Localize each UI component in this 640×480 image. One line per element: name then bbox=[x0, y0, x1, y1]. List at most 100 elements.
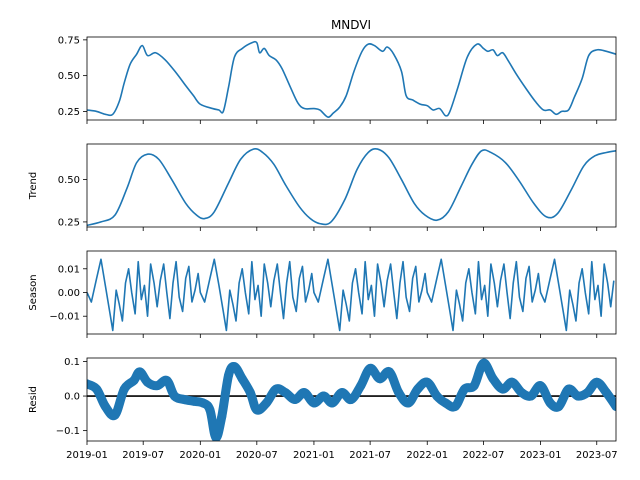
resid-point bbox=[488, 374, 498, 384]
xtick-label: 2022-07 bbox=[463, 450, 505, 461]
resid-point bbox=[110, 410, 120, 420]
resid-ytick-label: 0.1 bbox=[64, 357, 80, 368]
observed-ytick-label: 0.25 bbox=[58, 107, 80, 118]
resid-point bbox=[280, 388, 290, 398]
resid-point bbox=[309, 398, 319, 408]
trend-ytick-label: 0.50 bbox=[58, 175, 80, 186]
resid-point bbox=[135, 367, 145, 377]
season-ytick-label: 0.00 bbox=[58, 288, 80, 299]
resid-point bbox=[143, 377, 153, 387]
resid-point bbox=[179, 395, 189, 404]
resid-point bbox=[432, 391, 442, 401]
chart-title: MNDVI bbox=[331, 18, 371, 32]
resid-point bbox=[299, 388, 309, 398]
resid-point bbox=[498, 384, 508, 394]
season-line bbox=[87, 258, 615, 332]
trend-line bbox=[87, 147, 616, 227]
resid-point bbox=[211, 433, 221, 441]
observed-ytick-label: 0.50 bbox=[58, 71, 80, 82]
resid-point bbox=[162, 375, 172, 385]
season-data bbox=[87, 258, 615, 332]
resid-point bbox=[205, 405, 215, 415]
panels-group: 0.25 0.50 0.75 0.25 0.50 Trend −0.01 0.00 0.01 Se… bbox=[28, 35, 618, 461]
resid-point bbox=[346, 395, 356, 404]
resid-point bbox=[188, 396, 198, 406]
xtick-label: 2021-01 bbox=[293, 450, 335, 461]
resid-point bbox=[422, 377, 432, 387]
resid-point bbox=[290, 395, 300, 404]
resid-point bbox=[507, 377, 517, 387]
resid-point bbox=[170, 391, 180, 401]
resid-point bbox=[450, 401, 460, 411]
season-ytick-label: 0.01 bbox=[58, 264, 80, 275]
resid-point bbox=[129, 375, 139, 385]
resid-point bbox=[327, 398, 337, 408]
xtick-label: 2019-01 bbox=[66, 450, 108, 461]
resid-point bbox=[441, 398, 451, 408]
resid-point bbox=[564, 384, 573, 394]
observed-line bbox=[87, 40, 616, 118]
resid-point bbox=[252, 405, 262, 415]
resid-axes-frame bbox=[86, 357, 617, 442]
resid-ytick-label: 0.0 bbox=[64, 392, 80, 403]
resid-point bbox=[384, 367, 394, 377]
observed-axes-frame bbox=[86, 36, 617, 121]
resid-point bbox=[526, 391, 536, 401]
trend-axes-frame bbox=[86, 143, 617, 228]
resid-data bbox=[87, 358, 616, 441]
resid-point bbox=[601, 388, 611, 398]
xtick-label: 2023-07 bbox=[576, 450, 618, 461]
resid-point bbox=[469, 381, 479, 391]
trend-ytick-label: 0.25 bbox=[58, 217, 80, 228]
observed-ytick-label: 0.75 bbox=[58, 35, 80, 46]
resid-point bbox=[119, 384, 129, 394]
resid-point bbox=[152, 381, 162, 391]
resid-point bbox=[582, 388, 592, 398]
resid-point bbox=[100, 401, 110, 411]
resid-point bbox=[87, 379, 92, 389]
resid-point bbox=[573, 391, 583, 401]
resid-point bbox=[319, 391, 329, 401]
resid-point bbox=[545, 398, 555, 408]
resid-point bbox=[224, 370, 234, 380]
resid-point bbox=[611, 401, 616, 411]
resid-point bbox=[356, 381, 366, 391]
resid-ylabel: Resid bbox=[28, 386, 39, 413]
xtick-label: 2022-01 bbox=[406, 450, 448, 461]
resid-point bbox=[413, 384, 423, 394]
resid-point bbox=[403, 398, 413, 408]
panel-trend: 0.25 0.50 Trend bbox=[28, 143, 617, 231]
trend-ylabel: Trend bbox=[28, 172, 39, 200]
resid-point bbox=[375, 374, 385, 384]
resid-point bbox=[517, 388, 527, 398]
xtick-label: 2019-07 bbox=[122, 450, 164, 461]
season-ytick-label: −0.01 bbox=[49, 312, 80, 323]
season-ylabel: Season bbox=[28, 274, 39, 310]
panel-resid: −0.1 0.0 0.1 2019-01 2019-07 2020-01 2020-07 20… bbox=[28, 357, 618, 461]
xtick-label: 2020-01 bbox=[179, 450, 221, 461]
xtick-label: 2021-07 bbox=[349, 450, 391, 461]
resid-point bbox=[478, 358, 488, 368]
observed-data bbox=[87, 40, 616, 118]
resid-point bbox=[245, 388, 255, 398]
resid-point bbox=[365, 363, 375, 373]
xtick-label: 2020-07 bbox=[236, 450, 278, 461]
resid-point bbox=[554, 401, 564, 411]
resid-point bbox=[198, 398, 208, 408]
resid-point bbox=[229, 362, 239, 372]
resid-point bbox=[217, 412, 227, 422]
resid-point bbox=[394, 388, 404, 398]
resid-point bbox=[92, 384, 102, 394]
resid-point bbox=[337, 388, 347, 398]
resid-point bbox=[261, 398, 271, 408]
resid-point bbox=[592, 377, 602, 387]
resid-point bbox=[237, 374, 247, 384]
trend-data bbox=[87, 147, 616, 227]
resid-point bbox=[536, 381, 546, 391]
panel-season: −0.01 0.00 0.01 Season bbox=[28, 250, 617, 338]
resid-point bbox=[271, 384, 281, 394]
resid-point bbox=[460, 384, 469, 394]
panel-observed: 0.25 0.50 0.75 bbox=[58, 35, 617, 124]
resid-ytick-label: −0.1 bbox=[56, 426, 80, 437]
